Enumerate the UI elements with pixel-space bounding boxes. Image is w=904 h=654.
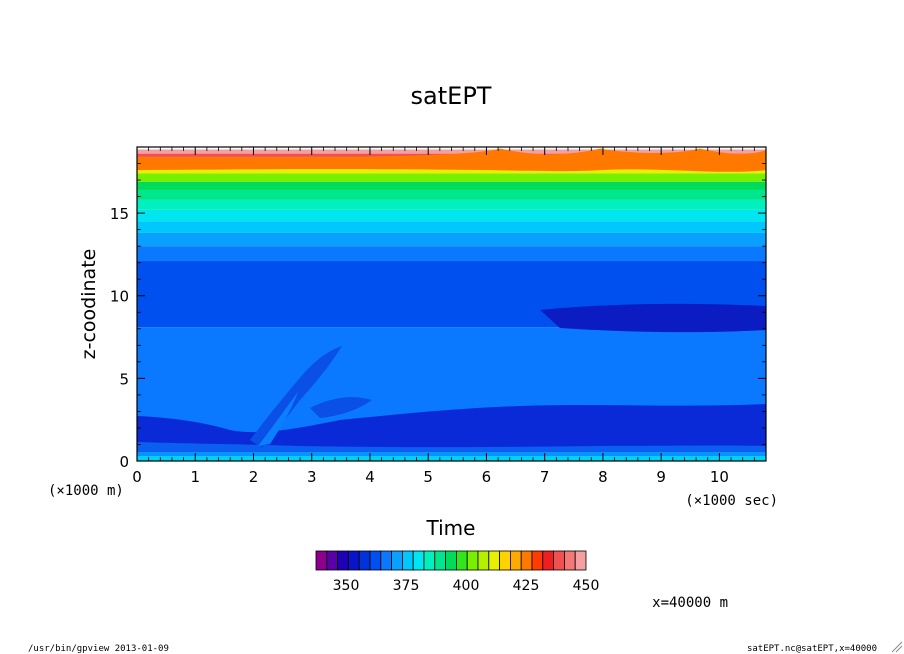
colorbar-label-375: 375	[393, 578, 420, 594]
x-tick-label-9: 9	[656, 468, 666, 486]
contour-band-14	[137, 149, 766, 154]
colorbar-swatch-20	[531, 550, 544, 571]
contour-bands	[137, 148, 766, 461]
x-tick-label-7: 7	[540, 468, 550, 486]
outflow-wave	[310, 397, 372, 418]
contour-band-9	[137, 173, 766, 182]
contour-band-5	[137, 209, 766, 222]
colorbar-swatch-14	[466, 550, 479, 571]
colorbar: 350 375 400 425 450	[315, 550, 600, 594]
x-tick-label-1: 1	[190, 468, 200, 486]
colorbar-swatch-15	[477, 550, 490, 571]
x-tick-label-4: 4	[365, 468, 375, 486]
contour-band-10	[137, 166, 766, 174]
x-tick-label-3: 3	[307, 468, 317, 486]
axes: 0 1 2 3 4 5 6 7 8 9 10 0 5 10 15	[110, 147, 767, 486]
colorbar-label-400: 400	[453, 578, 480, 594]
colorbar-swatch-8	[401, 550, 414, 571]
colorbar-swatch-24	[574, 550, 587, 571]
colorbar-swatch-13	[455, 550, 468, 571]
colorbar-label-425: 425	[513, 578, 540, 594]
contour-band-2	[137, 246, 766, 262]
contour-band-6	[137, 199, 766, 210]
slice-annotation: x=40000 m	[652, 595, 728, 611]
footer-left: /usr/bin/gpview 2013-01-09	[28, 644, 169, 654]
x-tick-label-6: 6	[482, 468, 492, 486]
resize-grip-icon	[891, 641, 903, 653]
colorbar-swatch-16	[488, 550, 500, 571]
colorbar-swatch-7	[391, 550, 403, 571]
mid-level-pocket	[540, 303, 766, 333]
y-tick-label-10: 10	[110, 288, 129, 306]
y-axis-label: z-coodinate	[78, 249, 100, 360]
x-tick-label-2: 2	[249, 468, 259, 486]
colorbar-swatch-11	[434, 550, 446, 571]
x-tick-label-8: 8	[598, 468, 608, 486]
chart-title: satEPT	[411, 82, 492, 110]
colorbar-swatch-2	[337, 550, 349, 571]
y-tick-label-5: 5	[119, 370, 129, 388]
x-axis-unit: (×1000 sec)	[685, 493, 778, 509]
contour-features	[137, 303, 766, 461]
y-tick-label-0: 0	[119, 453, 129, 471]
upper-wavy-band	[137, 148, 766, 172]
colorbar-swatch-10	[423, 550, 436, 571]
colorbar-swatch-22	[553, 550, 565, 571]
x-tick-label-5: 5	[423, 468, 433, 486]
y-axis-unit: (×1000 m)	[48, 483, 124, 499]
colorbar-swatch-19	[520, 550, 533, 571]
colorbar-label-450: 450	[573, 578, 600, 594]
colorbar-swatch-18	[509, 550, 522, 571]
footer-right: satEPT.nc@satEPT,x=40000	[747, 644, 877, 654]
colorbar-swatch-21	[542, 550, 554, 571]
colorbar-swatch-1	[326, 550, 338, 571]
convective-plume-core	[258, 392, 298, 446]
contour-band-7	[137, 189, 766, 200]
y-tick-label-15: 15	[110, 205, 129, 223]
colorbar-swatch-9	[412, 550, 425, 571]
colorbar-swatch-6	[380, 550, 392, 571]
x-axis-label: Time	[426, 516, 476, 540]
colorbar-swatch-23	[564, 550, 576, 571]
contour-band-4	[137, 221, 766, 233]
colorbar-swatch-5	[369, 550, 382, 571]
colorbar-swatch-17	[499, 550, 511, 571]
colorbar-swatch-0	[315, 550, 328, 571]
contour-band-8	[137, 181, 766, 190]
colorbar-swatch-4	[358, 550, 371, 571]
colorbar-swatch-3	[347, 550, 360, 571]
colorbar-swatch-12	[445, 550, 457, 571]
plot-area	[137, 147, 766, 461]
contour-band-3	[137, 232, 766, 247]
x-tick-label-0: 0	[132, 468, 142, 486]
colorbar-label-350: 350	[333, 578, 360, 594]
x-tick-label-10: 10	[710, 468, 729, 486]
